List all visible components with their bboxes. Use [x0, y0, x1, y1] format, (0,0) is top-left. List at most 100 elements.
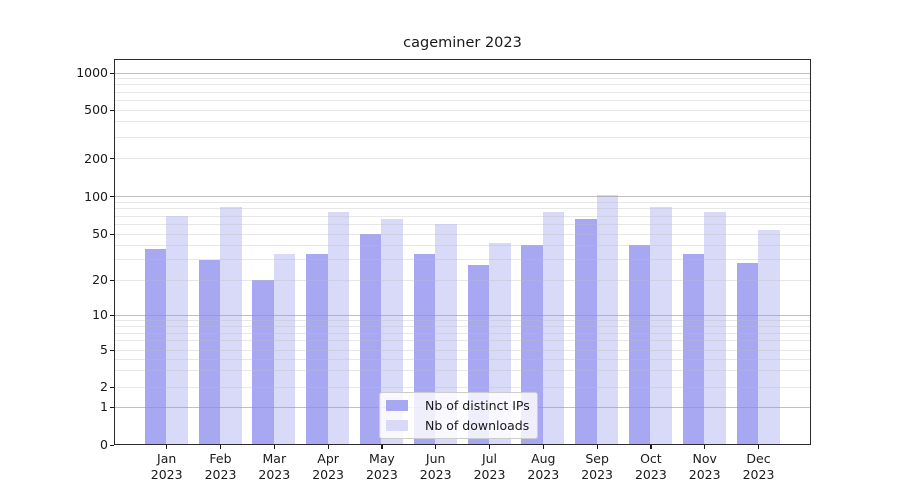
- y-tick-mark: [110, 196, 114, 198]
- gridline: [114, 121, 811, 123]
- y-tick-mark: [110, 444, 114, 446]
- x-tick-label: Mar 2023: [258, 451, 291, 482]
- bar: [198, 259, 220, 445]
- y-tick-mark: [110, 279, 114, 281]
- y-tick-mark: [110, 158, 114, 160]
- y-tick-label: 1000: [76, 65, 108, 80]
- gridline: [114, 215, 811, 217]
- legend-item: Nb of downloads: [386, 418, 530, 433]
- bar: [758, 230, 780, 445]
- bar: [596, 194, 619, 445]
- gridline: [114, 223, 811, 225]
- x-tick-label: Sep 2023: [581, 451, 613, 482]
- x-tick-mark: [596, 445, 598, 449]
- bar: [144, 249, 167, 445]
- y-tick-label: 1: [100, 399, 108, 415]
- x-tick-mark: [489, 445, 491, 449]
- gridline: [114, 349, 811, 351]
- y-tick-mark: [110, 109, 114, 111]
- x-tick-label: Nov 2023: [688, 451, 721, 482]
- bar: [682, 253, 705, 445]
- bar: [575, 219, 597, 445]
- bar: [327, 211, 350, 445]
- y-tick-label: 20: [92, 272, 108, 287]
- y-tick-label: 200: [84, 150, 108, 166]
- gridline: [114, 370, 811, 372]
- y-tick-mark: [110, 386, 114, 389]
- gridline: [114, 332, 811, 334]
- bar: [736, 263, 758, 445]
- x-tick-mark: [273, 445, 276, 449]
- gridline: [114, 136, 811, 138]
- bar: [650, 206, 672, 445]
- x-tick-mark: [542, 445, 545, 449]
- x-tick-label: Feb 2023: [204, 451, 237, 482]
- gridline: [114, 319, 811, 321]
- legend-swatch: [386, 420, 408, 431]
- x-tick-mark: [435, 445, 437, 449]
- gridline: [114, 84, 811, 86]
- x-tick-mark: [381, 445, 383, 449]
- gridline: [114, 279, 811, 281]
- bar: [359, 234, 382, 445]
- legend: Nb of distinct IPs Nb of downloads: [379, 392, 538, 439]
- gridline: [114, 340, 811, 342]
- bar: [381, 219, 403, 445]
- gridline: [114, 91, 811, 93]
- x-tick-label: Aug 2023: [527, 451, 560, 482]
- gridline: [114, 201, 811, 203]
- x-tick-mark: [650, 445, 652, 449]
- y-tick-label: 100: [84, 188, 108, 204]
- bar: [628, 245, 651, 445]
- gridline: [114, 233, 811, 235]
- x-tick-label: Apr 2023: [312, 451, 344, 482]
- y-tick-label: 5: [100, 342, 108, 357]
- x-tick-mark: [220, 445, 222, 449]
- y-tick-label: 10: [92, 307, 108, 322]
- x-tick-mark: [327, 445, 329, 449]
- gridline: [114, 386, 811, 388]
- x-tick-label: Jul 2023: [473, 451, 506, 482]
- y-tick-mark: [110, 233, 114, 236]
- bar: [166, 216, 188, 445]
- x-tick-label: Dec 2023: [742, 451, 775, 482]
- x-tick-label: Jan 2023: [150, 451, 183, 482]
- legend-item: Nb of distinct IPs: [386, 398, 530, 413]
- y-tick-label: 500: [84, 102, 108, 117]
- x-tick-label: May 2023: [365, 451, 398, 482]
- gridline: [114, 196, 811, 198]
- x-tick-mark: [758, 445, 760, 449]
- gridline: [114, 109, 811, 111]
- gridline: [114, 158, 811, 159]
- x-tick-mark: [704, 445, 706, 449]
- bar: [252, 280, 274, 445]
- gridline: [114, 78, 811, 80]
- legend-label: Nb of distinct IPs: [425, 398, 530, 413]
- gridline: [114, 358, 811, 360]
- bar: [306, 253, 328, 445]
- legend-label: Nb of downloads: [425, 418, 530, 433]
- gridline: [114, 314, 811, 316]
- legend-swatch: [386, 400, 408, 411]
- y-tick-label: 0: [100, 437, 108, 452]
- bar: [542, 212, 565, 445]
- y-tick-label: 50: [92, 226, 108, 242]
- bar: [704, 212, 726, 445]
- gridline: [114, 259, 811, 261]
- y-tick-mark: [110, 349, 114, 351]
- y-tick-mark: [110, 314, 114, 316]
- gridline: [114, 244, 811, 246]
- gridline: [114, 208, 811, 210]
- bar: [220, 206, 242, 445]
- y-tick-mark: [110, 72, 114, 74]
- gridline: [114, 72, 811, 74]
- x-tick-label: Oct 2023: [634, 451, 667, 482]
- x-tick-label: Jun 2023: [419, 451, 452, 482]
- chart-title: cageminer 2023: [403, 35, 522, 51]
- bar: [273, 253, 296, 445]
- x-tick-mark: [166, 445, 168, 449]
- y-tick-label: 2: [100, 379, 108, 395]
- gridline: [114, 325, 811, 327]
- y-tick-mark: [110, 406, 114, 409]
